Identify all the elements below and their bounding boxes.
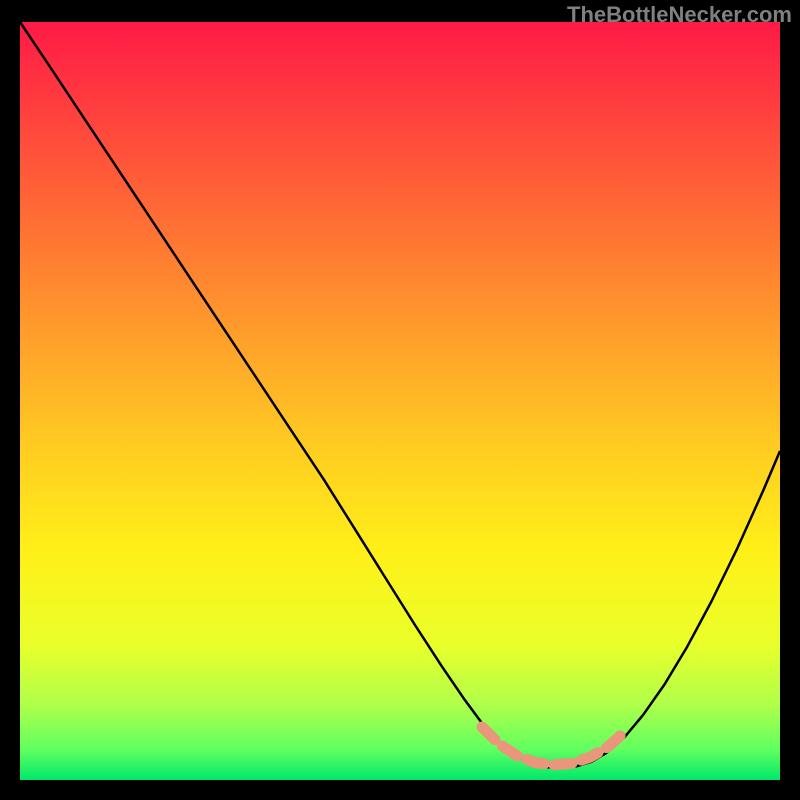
plot-background xyxy=(20,22,780,780)
bottleneck-chart xyxy=(0,0,800,800)
chart-container: { "watermark": { "text": "TheBottleNecke… xyxy=(0,0,800,800)
watermark-text: TheBottleNecker.com xyxy=(567,2,792,28)
